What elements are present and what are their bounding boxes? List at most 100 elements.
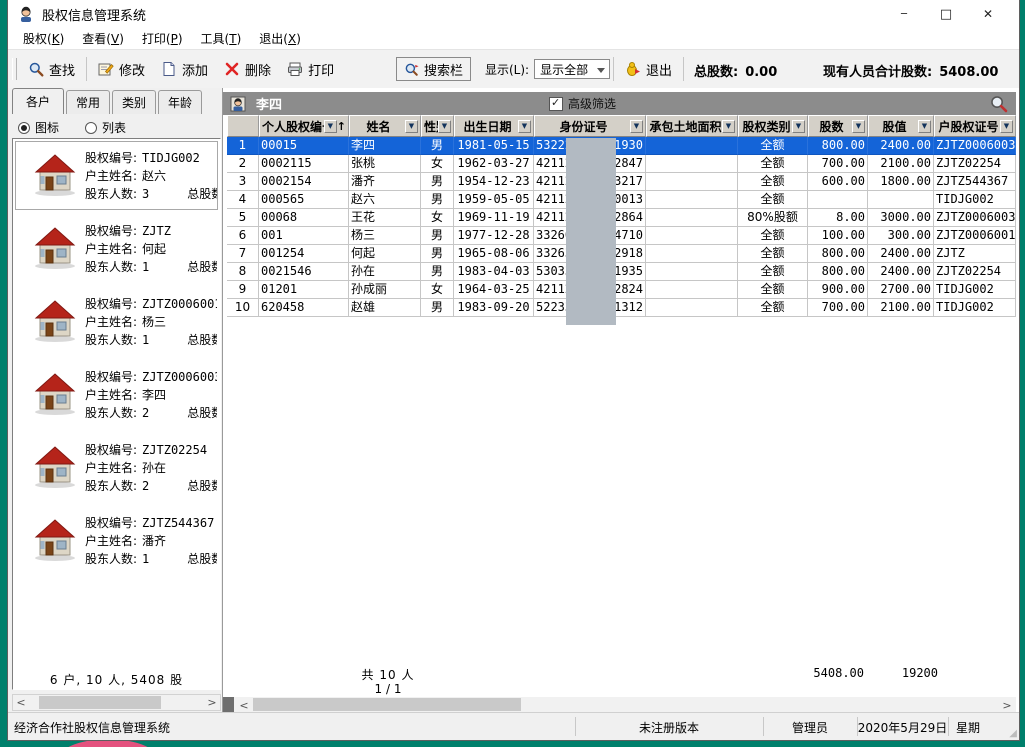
sidebar-summary: 6 户, 10 人, 5408 股 (49, 673, 184, 687)
sidebar-scrollbar[interactable] (12, 694, 221, 711)
col-header-shares[interactable]: 股数 (808, 115, 868, 137)
list-item[interactable]: 股权编号:TIDJG002 户主姓名:赵六 股东人数:3总股数 (13, 139, 220, 212)
cell-value: 300.00 (868, 227, 934, 245)
scrollbar-thumb[interactable] (39, 696, 161, 709)
title-bar: 股权信息管理系统 (8, 0, 1019, 28)
list-item[interactable]: 股权编号:ZJTZ0006001 户主姓名:杨三 股东人数:1总股数 (13, 285, 220, 358)
minimize-button[interactable] (883, 0, 925, 28)
checkbox-icon[interactable] (549, 96, 563, 111)
menu-item-tools[interactable]: 工具(T) (200, 32, 242, 46)
list-item-text: 股权编号:TIDJG002 户主姓名:赵六 股东人数:3总股数 (85, 151, 217, 201)
filter-icon[interactable] (405, 119, 418, 133)
radio-icon-view[interactable]: 图标 (18, 119, 59, 136)
tab-age[interactable]: 年龄 (158, 90, 203, 114)
cell-cert: ZJTZ02254 (934, 263, 1016, 281)
table-row[interactable]: 10 620458 赵雄 男 1983-09-20 52233 1312 全额 7… (227, 299, 1016, 317)
scroll-right-icon[interactable] (204, 695, 220, 710)
cell-value: 2400.00 (868, 263, 934, 281)
display-select[interactable]: 显示全部 (534, 59, 611, 79)
modify-button[interactable]: 修改 (90, 56, 153, 82)
col-header-name[interactable]: 姓名 (349, 115, 421, 137)
filter-icon[interactable] (630, 119, 643, 133)
table-row[interactable]: 8 0021546 孙在 男 1983-04-03 53033 1935 全额 8… (227, 263, 1016, 281)
tab-common[interactable]: 常用 (66, 90, 111, 114)
col-header-birth[interactable]: 出生日期 (454, 115, 534, 137)
cell-sex: 男 (421, 137, 454, 155)
menu-item-equity[interactable]: 股权(K) (23, 32, 65, 46)
close-button[interactable] (967, 0, 1009, 28)
table-row[interactable]: 1 00015 李四 男 1981-05-15 53222 1930 全额 800… (227, 137, 1016, 155)
cell-birth: 1983-09-20 (454, 299, 534, 317)
col-header-value[interactable]: 股值 (868, 115, 934, 137)
tab-households[interactable]: 各户 (12, 88, 65, 114)
table-row[interactable]: 6 001 杨三 男 1977-12-28 33260 4710 全额 100.0… (227, 227, 1016, 245)
cell-shares: 900.00 (808, 281, 868, 299)
list-item[interactable]: 股权编号:ZJTZ544367 户主姓名:潘齐 股东人数:1总股数 (13, 504, 220, 577)
advanced-filter[interactable]: 高级筛选 (549, 95, 616, 112)
table-row[interactable]: 7 001254 何起 男 1965-08-06 33263 2918 全额 80… (227, 245, 1016, 263)
table-row[interactable]: 3 0002154 潘齐 男 1954-12-23 42112 3217 全额 6… (227, 173, 1016, 191)
cell-id: 42112 3217 (534, 173, 646, 191)
filter-icon[interactable] (323, 119, 337, 133)
col-header-type[interactable]: 股权类别 (738, 115, 808, 137)
col-header-id[interactable]: 身份证号 (534, 115, 646, 137)
filter-icon[interactable] (438, 119, 451, 133)
cell-type: 全额 (738, 191, 808, 209)
table-row[interactable]: 5 00068 王花 女 1969-11-19 42112 2864 80%股额 … (227, 209, 1016, 227)
col-header-cert[interactable]: 户股权证号 (934, 115, 1016, 137)
cell-land (646, 209, 738, 227)
status-separator (857, 717, 858, 736)
filter-icon[interactable] (1000, 119, 1013, 133)
menu-item-exit[interactable]: 退出(X) (259, 32, 301, 46)
cell-shares: 700.00 (808, 299, 868, 317)
search-bar-toggle[interactable]: 搜索栏 (396, 57, 472, 81)
cell-cert: ZJTZ0006001 (934, 227, 1016, 245)
filter-icon[interactable] (852, 119, 865, 133)
table-row[interactable]: 4 000565 赵六 男 1959-05-05 42112 0013 全额 TI… (227, 191, 1016, 209)
scrollbar-thumb[interactable] (253, 698, 521, 711)
cell-shares: 800.00 (808, 137, 868, 155)
menu-item-view[interactable]: 查看(V) (82, 32, 124, 46)
filter-icon[interactable] (918, 119, 931, 133)
cell-name: 杨三 (349, 227, 421, 245)
magnifier-icon[interactable] (989, 94, 1008, 113)
maximize-button[interactable] (925, 0, 967, 28)
cell-name: 张桃 (349, 155, 421, 173)
table-row[interactable]: 2 0002115 张桃 女 1962-03-27 42112 2847 全额 7… (227, 155, 1016, 173)
list-item[interactable]: 股权编号:ZJTZ 户主姓名:何起 股东人数:1总股数 (13, 212, 220, 285)
scroll-left-icon[interactable] (13, 695, 29, 710)
print-button[interactable]: 打印 (279, 56, 342, 82)
resize-grip-icon[interactable] (1009, 728, 1017, 739)
cell-personal-code: 00015 (259, 137, 349, 155)
add-button[interactable]: 添加 (153, 56, 216, 82)
delete-button[interactable]: 删除 (216, 56, 279, 82)
scroll-right-icon[interactable] (999, 697, 1015, 713)
id-redaction-overlay (566, 138, 616, 325)
tab-category[interactable]: 类别 (112, 90, 157, 114)
cell-name: 孙在 (349, 263, 421, 281)
cell-sex: 男 (421, 173, 454, 191)
cell-birth: 1977-12-28 (454, 227, 534, 245)
scroll-left-icon[interactable] (236, 697, 252, 713)
cell-birth: 1965-08-06 (454, 245, 534, 263)
table-row[interactable]: 9 01201 孙成丽 女 1964-03-25 42112 2824 全额 90… (227, 281, 1016, 299)
menu-item-print[interactable]: 打印(P) (141, 32, 183, 46)
selection-header: 李四 高级筛选 (223, 92, 1016, 115)
filter-icon[interactable] (792, 119, 805, 133)
cell-shares: 600.00 (808, 173, 868, 191)
filter-icon[interactable] (722, 119, 735, 133)
col-header-land[interactable]: 承包土地面积 (646, 115, 738, 137)
filter-icon[interactable] (518, 119, 531, 133)
house-icon (31, 516, 79, 562)
cell-birth: 1983-04-03 (454, 263, 534, 281)
col-header-personal-code[interactable]: 个人股权编号 (259, 115, 349, 137)
list-item[interactable]: 股权编号:ZJTZ0006003 户主姓名:李四 股东人数:2总股数 (13, 358, 220, 431)
cell-value: 2100.00 (868, 299, 934, 317)
find-button[interactable]: 查找 (20, 56, 83, 82)
col-header-sex[interactable]: 性别 (421, 115, 454, 137)
display-label: 显示(L): (485, 62, 530, 77)
table-scrollbar[interactable] (223, 697, 1016, 713)
exit-button[interactable]: 退出 (617, 56, 680, 82)
radio-list-view[interactable]: 列表 (85, 119, 126, 136)
list-item[interactable]: 股权编号:ZJTZ02254 户主姓名:孙在 股东人数:2总股数 (13, 431, 220, 504)
